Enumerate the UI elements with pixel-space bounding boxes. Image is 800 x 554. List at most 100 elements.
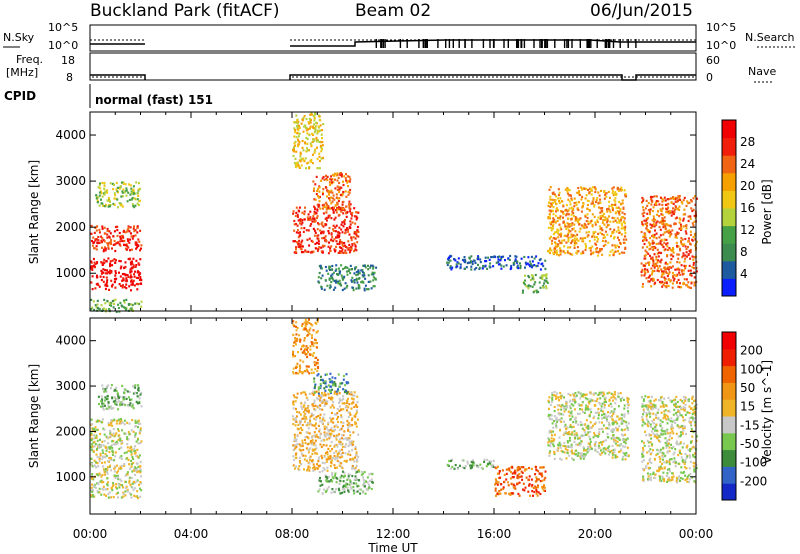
power-cell [307,128,310,131]
power-cell [328,197,330,200]
power-cell [303,125,306,128]
velocity-cell [338,433,341,436]
power-cell [134,204,137,207]
power-cell [603,190,605,193]
power-cell [599,201,602,204]
power-cell [687,219,690,223]
velocity-cell [109,447,111,450]
velocity-cell [326,450,329,454]
velocity-cell [571,415,574,418]
velocity-cell [338,428,341,431]
power-cell [121,305,124,308]
velocity-cell [101,402,104,405]
power-cell [119,185,122,188]
velocity-cell [106,466,109,469]
velocity-cell [343,430,346,433]
power-cell [124,190,127,193]
velocity-cell [305,328,307,331]
power-cell [309,125,312,128]
power-cell [318,167,321,170]
velocity-cell [299,445,302,448]
power-cell [332,228,334,231]
power-cell [112,202,115,206]
power-cell [115,310,118,313]
power-cell [643,264,646,268]
velocity-cell [354,445,357,449]
velocity-cell [353,391,356,394]
power-cell [294,250,297,253]
velocity-cell [300,402,303,405]
power-cell [331,268,334,271]
velocity-cell [319,484,322,487]
power-cell [295,161,298,164]
velocity-cell [331,480,334,483]
velocity-cell [314,468,316,471]
power-cell [137,238,140,241]
power-cell [346,284,349,287]
power-cell [357,269,360,272]
velocity-cell [503,480,506,483]
power-cell [671,211,674,214]
velocity-cell [136,479,139,482]
velocity-cell [305,431,308,434]
velocity-cell [461,459,464,462]
velocity-cell [517,492,520,495]
power-cell [651,219,654,222]
power-cell [648,248,651,251]
power-cell [130,279,133,282]
velocity-cell [111,453,114,456]
power-cell [113,183,115,186]
power-cell [325,208,328,211]
velocity-cell [451,465,454,468]
velocity-cell [108,406,111,409]
power-cell [614,191,617,194]
velocity-cell [351,458,353,461]
power-cell [93,247,96,250]
velocity-cell [134,473,137,476]
power-cell [97,283,100,286]
power-cell [652,215,655,218]
power-cell [345,173,347,176]
velocity-cell [127,438,130,441]
power-cell [597,254,600,257]
velocity-cell [340,443,343,446]
power-cell [344,245,347,248]
velocity-cell [349,480,352,483]
power-cell [140,247,142,250]
velocity-cell [344,483,347,486]
power-cell [346,273,349,276]
power-cell [682,272,685,275]
velocity-cell [139,465,142,468]
velocity-cell [329,385,332,388]
velocity-cell [303,468,305,471]
velocity-cell [340,428,343,431]
power-cell [108,302,111,305]
power-cell [689,257,692,260]
velocity-cell [101,398,104,401]
velocity-cell [309,345,312,348]
velocity-cell [616,436,619,440]
velocity-cell [320,395,323,398]
power-cell [332,229,335,232]
power-cell [667,231,670,235]
power-cell [314,129,317,132]
velocity-cell [343,471,346,474]
power-cell [656,269,659,272]
power-cell [596,236,598,239]
velocity-cell [619,392,622,395]
power-cell [622,216,625,219]
power-cell [647,217,649,220]
power-cell [688,264,691,267]
velocity-cell [341,426,343,429]
velocity-cell [365,488,368,491]
power-cell [332,208,335,211]
power-cell [527,287,530,290]
power-cell [616,221,618,224]
power-cell [326,195,328,198]
y-tick-label: 4000 [55,128,86,142]
velocity-cell [321,378,324,381]
velocity-cell [106,447,109,450]
velocity-cell [316,369,319,373]
power-cell [109,264,112,267]
velocity-cell [105,398,108,401]
